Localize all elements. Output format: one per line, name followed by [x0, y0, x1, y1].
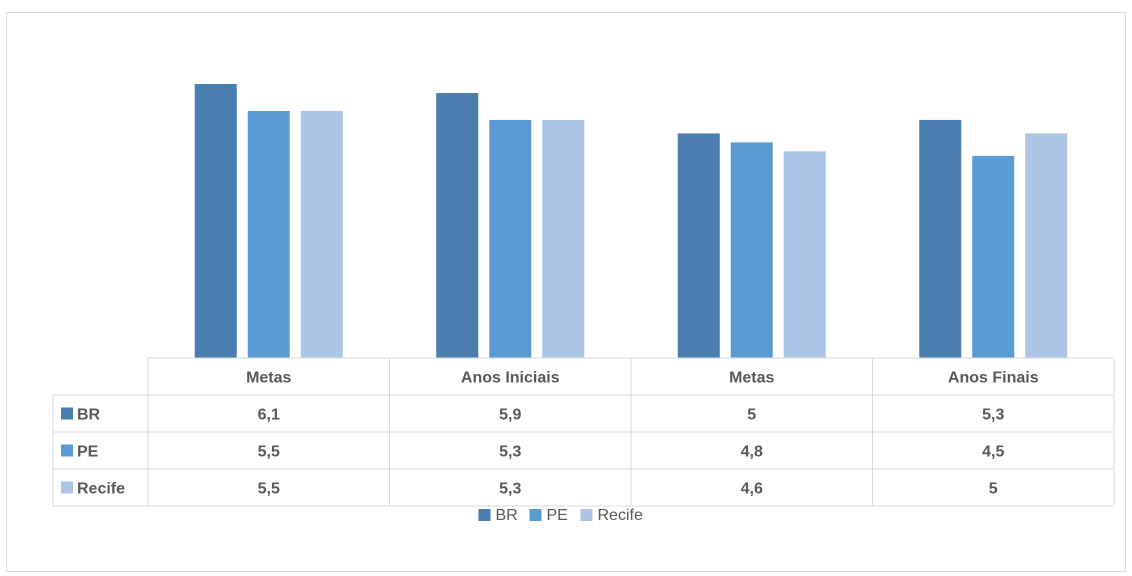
- category-label: Metas: [246, 370, 291, 387]
- data-label-br-2: 5: [747, 407, 756, 424]
- bars-group: [194, 84, 1068, 359]
- data-label-pe-3: 4,5: [982, 444, 1004, 461]
- data-label-recife-1: 5,3: [499, 481, 521, 498]
- legend-key-recife: [580, 509, 593, 521]
- legend-label-pe: PE: [547, 507, 568, 524]
- legend-key-br: [478, 509, 491, 521]
- bar-pe-1: [489, 119, 532, 359]
- data-label-recife-3: 5: [989, 481, 998, 498]
- data-label-pe-2: 4,8: [741, 444, 763, 461]
- row-label-recife: Recife: [77, 481, 125, 498]
- row-legend-key-pe: [61, 444, 73, 457]
- bar-br-2: [677, 133, 720, 358]
- legend: BR PE Recife: [478, 507, 643, 524]
- legend-label-recife: Recife: [598, 507, 643, 524]
- bar-recife-2: [783, 151, 826, 358]
- bar-br-0: [194, 84, 237, 358]
- legend-label-br: BR: [496, 507, 518, 524]
- category-label: Anos Finais: [948, 370, 1039, 387]
- bar-pe-2: [730, 142, 773, 358]
- data-label-pe-1: 5,3: [499, 444, 521, 461]
- row-label-pe: PE: [77, 444, 99, 461]
- data-label-br-3: 5,3: [982, 407, 1004, 424]
- row-label-br: BR: [77, 407, 101, 424]
- data-label-recife-0: 5,5: [258, 481, 280, 498]
- bar-br-3: [919, 119, 962, 359]
- row-legend-key-recife: [61, 481, 73, 494]
- bar-recife-1: [542, 119, 585, 359]
- data-label-br-0: 6,1: [258, 407, 280, 424]
- row-legend-key-br: [61, 407, 73, 420]
- data-label-br-1: 5,9: [499, 407, 521, 424]
- bar-pe-0: [247, 110, 290, 358]
- data-label-recife-2: 4,6: [741, 481, 763, 498]
- bar-br-1: [436, 92, 479, 358]
- bar-recife-3: [1025, 133, 1068, 358]
- category-label: Metas: [729, 370, 774, 387]
- data-label-pe-0: 5,5: [258, 444, 280, 461]
- bar-recife-0: [300, 110, 343, 358]
- category-label: Anos Iniciais: [461, 370, 560, 387]
- legend-key-pe: [529, 509, 542, 521]
- data-table: Metas Anos Iniciais Metas Anos Finais BR 6,1 5…: [52, 357, 1115, 507]
- bar-pe-3: [972, 155, 1015, 358]
